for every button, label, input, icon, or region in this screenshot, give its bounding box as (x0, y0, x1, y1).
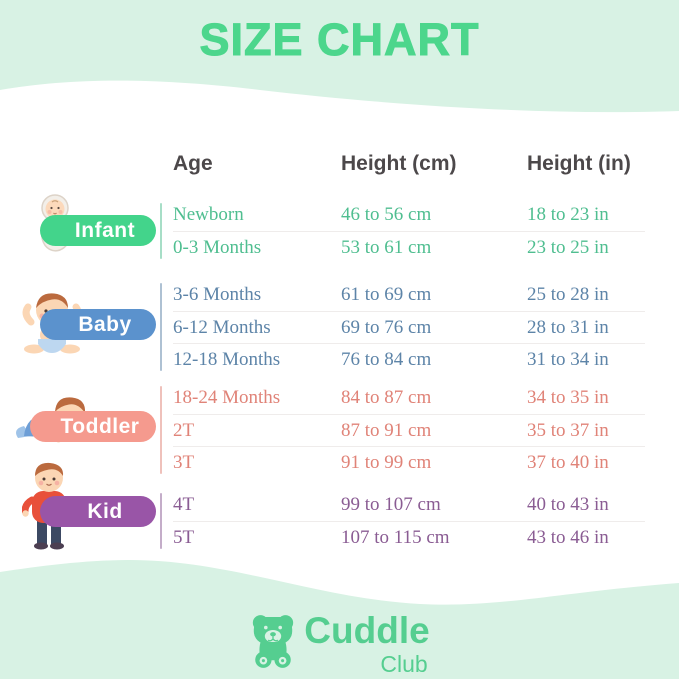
cell-cm: 91 to 99 cm (341, 451, 432, 473)
col-header-height-in: Height (in) (527, 152, 631, 175)
cell-age: 4T (173, 494, 195, 515)
cell-in: 43 to 46 in (527, 526, 609, 548)
page-title: SIZE CHART (199, 14, 480, 66)
cell-cm: 53 to 61 cm (341, 236, 432, 258)
cell-in: 37 to 40 in (527, 451, 609, 473)
cell-cm: 107 to 115 cm (341, 526, 450, 548)
brand-sub: Club (380, 651, 428, 677)
table-row: 4T 99 to 107 cm 40 to 43 in (173, 489, 645, 521)
col-header-age: Age (173, 152, 213, 175)
group-label: Infant (74, 218, 136, 242)
cell-age: 18-24 Months (173, 387, 281, 408)
cell-in: 23 to 25 in (527, 236, 609, 258)
cell-in: 35 to 37 in (527, 419, 609, 441)
group-pill: Infant (40, 215, 156, 246)
group-pill: Kid (40, 496, 156, 527)
brand-wordmark: Cuddle Club (304, 612, 429, 678)
table-row: 3T 91 to 99 cm 37 to 40 in (173, 446, 645, 478)
size-group-infant: Infant Newborn 46 to 56 cm 18 to 23 in 0-3 M… (0, 194, 679, 263)
cell-age: 3-6 Months (173, 284, 262, 305)
cell-age: 3T (173, 451, 195, 473)
table-row: 12-18 Months 76 to 84 cm 31 to 34 in (173, 343, 645, 375)
group-pill: Baby (40, 309, 156, 340)
table-row: Newborn 46 to 56 cm 18 to 23 in (173, 199, 645, 231)
table-row: 3-6 Months 61 to 69 cm 25 to 28 in (173, 279, 645, 311)
group-label: Baby (78, 312, 132, 336)
group-accent-line (160, 493, 162, 549)
cell-in: 18 to 23 in (527, 204, 609, 225)
teddy-bear-icon (253, 615, 294, 668)
cell-cm: 99 to 107 cm (341, 494, 441, 515)
cell-age: 0-3 Months (173, 236, 262, 258)
cell-cm: 87 to 91 cm (341, 419, 432, 441)
col-header-height-cm: Height (cm) (341, 152, 457, 175)
cell-cm: 61 to 69 cm (341, 284, 432, 305)
brand-logo: Cuddle Club (0, 612, 679, 678)
cell-cm: 84 to 87 cm (341, 387, 432, 408)
table-row: 2T 87 to 91 cm 35 to 37 in (173, 414, 645, 446)
cell-in: 28 to 31 in (527, 316, 609, 338)
cell-cm: 69 to 76 cm (341, 316, 432, 338)
cell-in: 34 to 35 in (527, 387, 609, 408)
group-accent-line (160, 203, 162, 259)
cell-cm: 76 to 84 cm (341, 348, 432, 370)
group-accent-line (160, 283, 162, 371)
group-label: Toddler (60, 414, 140, 438)
group-pill: Toddler (30, 411, 156, 442)
table-row: 6-12 Months 69 to 76 cm 28 to 31 in (173, 311, 645, 343)
group-accent-line (160, 386, 162, 474)
group-label: Kid (87, 499, 123, 523)
size-group-baby: Baby 3-6 Months 61 to 69 cm 25 to 28 in 6-12… (0, 279, 679, 375)
cell-age: 6-12 Months (173, 316, 271, 338)
cell-age: Newborn (173, 204, 244, 225)
table-row: 5T 107 to 115 cm 43 to 46 in (173, 521, 645, 553)
cell-age: 2T (173, 419, 195, 441)
cell-in: 25 to 28 in (527, 284, 609, 305)
cell-age: 5T (173, 526, 195, 548)
brand-name: Cuddle (304, 610, 430, 651)
cell-cm: 46 to 56 cm (341, 204, 432, 225)
cell-age: 12-18 Months (173, 348, 281, 370)
table-row: 18-24 Months 84 to 87 cm 34 to 35 in (173, 382, 645, 414)
cell-in: 31 to 34 in (527, 348, 609, 370)
cell-in: 40 to 43 in (527, 494, 609, 515)
table-row: 0-3 Months 53 to 61 cm 23 to 25 in (173, 231, 645, 263)
size-group-toddler: Toddler 18-24 Months 84 to 87 cm 34 to 35 i… (0, 382, 679, 478)
size-group-kid: Kid 4T 99 to 107 cm 40 to 43 in 5T 107 to 115… (0, 462, 679, 553)
